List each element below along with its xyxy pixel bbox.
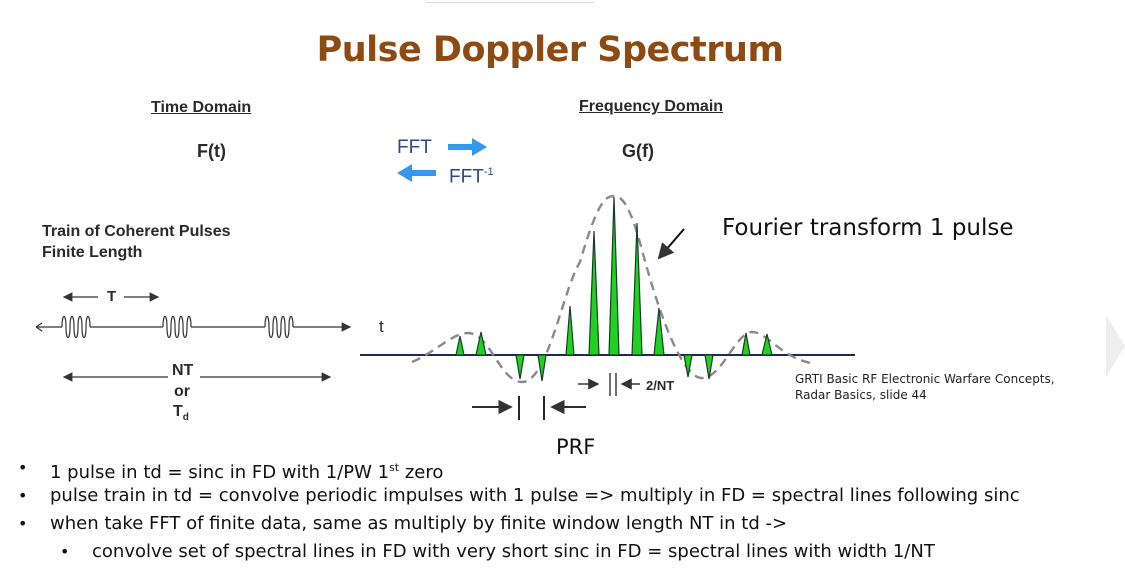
bullet-dot: • [60, 542, 70, 561]
pulse-burst-3 [264, 315, 294, 339]
pulse-train-caption-line2: Finite Length [42, 244, 143, 261]
spectral-line-13 [761, 333, 773, 356]
prf-label: PRF [556, 435, 596, 459]
citation-line1: GRTI Basic RF Electronic Warfare Concept… [795, 372, 1055, 386]
top-divider [426, 2, 594, 3]
line-width-label: 2/NT [646, 378, 675, 393]
time-domain-pulse-train [35, 315, 352, 339]
period-label: T [107, 288, 117, 305]
spectral-line-5 [565, 305, 575, 356]
pulse-burst-1 [61, 315, 91, 339]
frequency-function-label: G(f) [622, 141, 654, 161]
fft-inverse-arrow [397, 164, 436, 182]
spectral-line-1 [455, 335, 465, 356]
spectral-line-8 [631, 222, 643, 356]
spectral-line-12 [741, 332, 751, 356]
spectral-line-6 [588, 230, 600, 356]
td-label: Td [173, 403, 189, 424]
spectral-line-7 [608, 196, 620, 356]
bullet-dot: • [18, 486, 28, 505]
sinc-envelope [411, 194, 816, 384]
citation: GRTI Basic RF Electronic Warfare Concept… [795, 371, 1055, 403]
next-slide-chevron-icon[interactable] [1106, 315, 1125, 377]
spectral-line-11 [704, 354, 714, 380]
fft-forward-label: FFT [397, 137, 432, 158]
fft-forward-arrow [448, 138, 487, 156]
or-label: or [174, 383, 190, 400]
frequency-domain-heading: Frequency Domain [579, 98, 724, 115]
time-function-label: F(t) [197, 141, 226, 161]
prf-indicator [472, 396, 586, 420]
pulse-burst-2 [162, 315, 192, 339]
fft-inverse-label: FFT-1 [449, 166, 494, 188]
spectral-line-9 [653, 307, 665, 356]
slide-title: Pulse Doppler Spectrum [316, 30, 784, 70]
spectral-line-10 [683, 354, 693, 378]
time-axis-label: t [379, 317, 384, 336]
window-length-label: NT [172, 362, 194, 379]
spectral-line-4 [537, 354, 547, 382]
bullet-dot: • [18, 458, 28, 477]
spectral-line-2 [475, 331, 487, 356]
bullet-dot: • [18, 514, 28, 533]
spectral-line-3 [515, 354, 525, 380]
citation-line2: Radar Basics, slide 44 [795, 388, 927, 402]
pulse-train-caption-line1: Train of Coherent Pulses [42, 223, 231, 240]
spectral-lines [455, 196, 773, 382]
time-domain-heading: Time Domain [151, 99, 252, 116]
line-width-indicator [578, 373, 640, 396]
callout-arrow [657, 228, 685, 260]
fourier-callout: Fourier transform 1 pulse [722, 215, 1014, 241]
